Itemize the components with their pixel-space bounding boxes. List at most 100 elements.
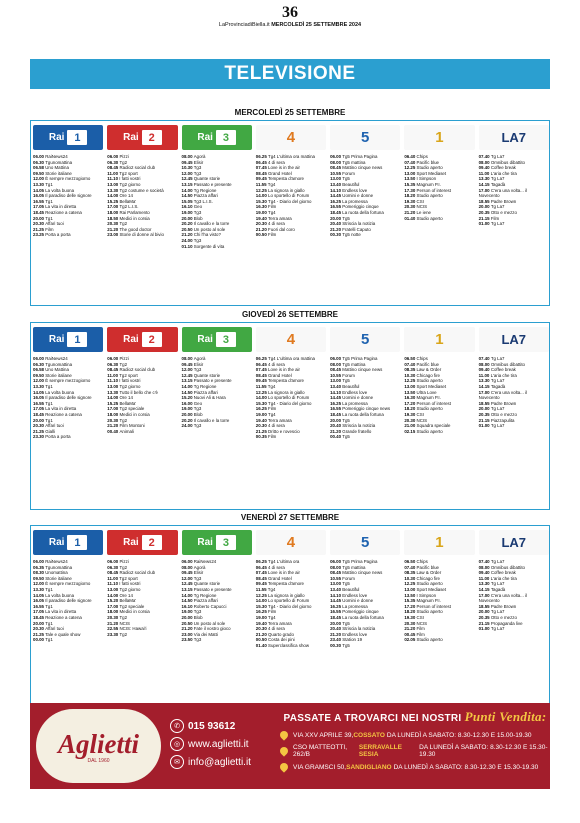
- program-time: 20.00: [478, 204, 491, 210]
- program-title: 4 di sera: [268, 423, 285, 429]
- channel-column-la7: LA7 07.40 Tg La7 08.00 Omnibus dibattito 09…: [477, 327, 551, 440]
- program-title: Squadra speciale: [416, 423, 451, 429]
- program-title: La ruota della fortuna: [342, 411, 384, 417]
- program-title: Striscia la notizia: [342, 626, 376, 632]
- program-title: 4 di sera: [268, 159, 285, 165]
- program-time: 22.55: [107, 626, 120, 632]
- program-time: 06.25: [255, 559, 269, 564]
- ad-email[interactable]: info@aglietti.it: [188, 756, 251, 768]
- program-title: Ultra Love: [416, 389, 437, 395]
- program-item: 09.45 Tempesta d'amore: [256, 176, 326, 182]
- ad-email-row[interactable]: ✉ info@aglietti.it: [170, 755, 270, 769]
- program-time: 16.25: [255, 609, 269, 615]
- program-time: 16.55: [330, 406, 343, 412]
- program-title: Uno Mattina: [45, 165, 69, 171]
- program-title: Storie di donne al bivio: [119, 232, 164, 238]
- program-title: Fuori dal coro: [268, 226, 295, 232]
- program-time: 14.50: [181, 389, 194, 395]
- program-item: 16.25 Film: [256, 609, 326, 615]
- program-item: 00.50 Costa dei pini: [256, 637, 326, 643]
- ad-web-row[interactable]: ◎ www.aglietti.it: [170, 737, 270, 751]
- program-time: 12.25: [404, 165, 417, 171]
- program-title: Elisir: [193, 159, 204, 165]
- program-title: Film: [268, 232, 277, 238]
- program-item: 15.25 BellaMa': [107, 401, 177, 407]
- program-time: 14.00: [255, 193, 269, 199]
- program-title: Roberto Capucci: [193, 603, 227, 609]
- program-item: 06.00 Tg5 Prima Pagina: [330, 559, 400, 565]
- program-title: Tg2: [119, 417, 128, 423]
- program-item: 13.00 Sport Mediaset: [404, 587, 474, 593]
- program-title: Tg La7: [490, 406, 505, 412]
- program-time: 14.00: [255, 598, 269, 604]
- program-time: 21.20: [181, 626, 194, 632]
- program-time: 00.45: [404, 631, 417, 637]
- program-item: 16.00 Geo: [182, 401, 252, 407]
- program-time: 06.30: [107, 361, 120, 367]
- program-item: 20.30 Affari tuoi: [33, 221, 103, 227]
- program-time: 08.00: [330, 361, 343, 367]
- program-title: Tg5 Prima Pagina: [342, 154, 378, 159]
- program-time: 06.30: [33, 159, 46, 165]
- day-grid: Rai 1 06.00 RaiNews24 06.30 Tgunomattina 06.…: [30, 120, 550, 306]
- program-time: 15.05: [181, 198, 194, 204]
- program-item: 12.00 Tg3: [182, 367, 252, 373]
- program-time: 08.45: [255, 372, 269, 378]
- program-time: 21.20: [255, 226, 269, 232]
- program-item: 00.35 Film: [256, 434, 326, 440]
- program-item: 14.00 Lo sportello di Forum: [256, 193, 326, 199]
- program-title: Agorà: [193, 564, 206, 570]
- program-item: 01.00 Tg La7: [479, 221, 549, 227]
- la7-logo: LA7: [478, 530, 549, 555]
- channel-column-rete4: 4 06.25 Tg4 L'ultima ora 06.45 4 di sera 07…: [254, 530, 328, 649]
- program-time: 14.45: [330, 598, 343, 604]
- program-title: Lo sportello di Forum: [268, 193, 310, 199]
- program-time: 19.00: [181, 406, 194, 412]
- rai2-logo: Rai 2: [107, 530, 178, 555]
- program-time: 16.05: [33, 193, 46, 199]
- program-time: 06.00: [181, 559, 194, 564]
- program-item: 08.45 Grand Hotel: [256, 373, 326, 379]
- program-time: 18.00: [107, 209, 120, 215]
- program-time: 23.00: [181, 631, 194, 637]
- program-time: 13.00: [107, 383, 120, 389]
- day-heading: MERCOLEDÌ 25 SETTEMBRE: [234, 108, 346, 117]
- program-time: 10.55: [330, 372, 343, 378]
- channel-number: 3: [215, 332, 236, 347]
- program-title: 4 di sera: [268, 626, 285, 632]
- program-title: Tgunomattina: [45, 564, 73, 570]
- program-title: Gialli: [45, 428, 55, 434]
- program-item: 21.20 Le iene: [404, 210, 474, 216]
- program-title: La signora in giallo: [268, 389, 305, 395]
- program-item: 07.40 Tg La7: [479, 356, 549, 362]
- program-title: Law & Order: [416, 570, 442, 576]
- program-time: 16.55: [33, 198, 46, 204]
- program-title: 4 di sera: [268, 221, 285, 227]
- ad-web[interactable]: www.aglietti.it: [188, 738, 249, 750]
- program-list: 06.00 Tg5 Prima Pagina 08.00 Tg5 mattina 0…: [330, 154, 400, 238]
- program-title: Magnum P.I.: [416, 181, 441, 187]
- advertisement[interactable]: Aglietti DAL 1960 ✆ 015 93612 ◎ www.agliet…: [30, 703, 550, 789]
- program-time: 19.40: [255, 620, 269, 626]
- program-item: 17.00 Tg2 L.I.S.: [107, 204, 177, 210]
- program-item: 20.30 4 di sera: [256, 423, 326, 429]
- program-time: 20.00: [478, 609, 491, 615]
- program-time: 07.40: [404, 159, 417, 165]
- program-title: Tg3 L.I.S.: [193, 198, 213, 204]
- program-time: 14.50: [181, 193, 194, 199]
- program-time: 19.00: [255, 614, 269, 620]
- program-title: Studio aperto: [416, 193, 443, 199]
- program-title: Quante storie: [193, 581, 221, 587]
- program-title: Pacific blue: [416, 159, 439, 165]
- program-list: 06.00 Pizzi 06.30 Tg2 08.45 Radio2 social …: [107, 154, 177, 238]
- program-item: 21.20 Fratelli Caputo: [330, 227, 400, 233]
- program-time: 14.00: [181, 187, 194, 193]
- program-title: Grand Hotel: [268, 575, 292, 581]
- channel-number: 1: [67, 130, 88, 145]
- program-time: 07.40: [478, 154, 491, 159]
- program-item: 14.05 La volta buona: [33, 188, 103, 194]
- program-item: 06.40 Chips: [404, 154, 474, 160]
- program-item: 18.00 Medici in corsia: [107, 609, 177, 615]
- program-item: 21.20 Fuori dal coro: [256, 227, 326, 233]
- program-title: Striscia la notizia: [342, 423, 376, 429]
